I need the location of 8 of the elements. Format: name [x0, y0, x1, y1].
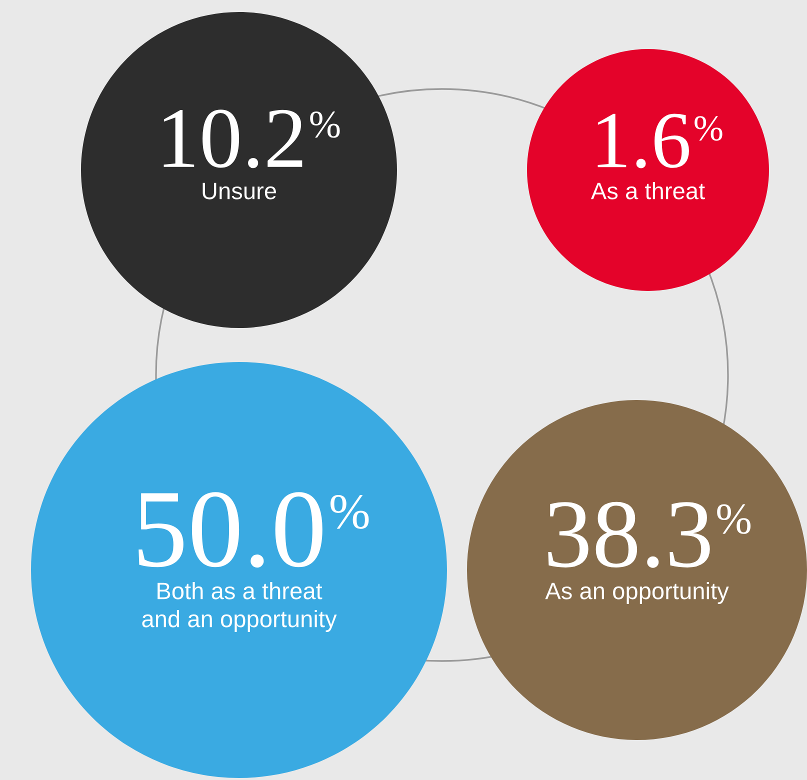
category-label: Unsure [202, 182, 276, 200]
data-label: 10.2% [164, 110, 340, 168]
data-label: 50.0% [138, 492, 369, 568]
category-label: Both as a threat and an opportunity [142, 582, 337, 632]
data-label: 38.3% [548, 502, 751, 568]
category-label: As an opportunity [545, 582, 729, 604]
data-label: 1.6% [598, 114, 722, 168]
category-label: As a threat [590, 182, 705, 200]
